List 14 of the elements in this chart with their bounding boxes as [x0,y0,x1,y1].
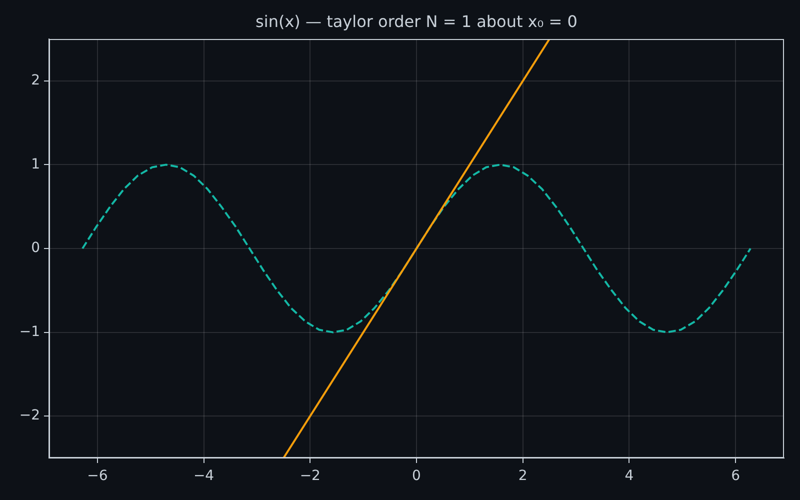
x-tick-label: 2 [518,468,528,484]
x-tick-label: 6 [731,468,740,484]
x-tick-label: −2 [300,468,320,484]
line-series [82,164,752,334]
y-tick-label: 1 [31,156,40,172]
x-tick-label: −6 [87,468,108,484]
x-tick-label: 4 [624,468,634,484]
x-tick-label: 0 [412,468,421,484]
chart-title: sin(x) — taylor order N = 1 about x₀ = 0 [256,12,578,32]
y-tick-label: 0 [31,240,40,256]
x-tick-label: −4 [193,468,214,484]
y-tick-label: −2 [19,408,40,424]
y-tick-label: 2 [31,72,40,89]
y-tick-label: −1 [19,324,40,340]
